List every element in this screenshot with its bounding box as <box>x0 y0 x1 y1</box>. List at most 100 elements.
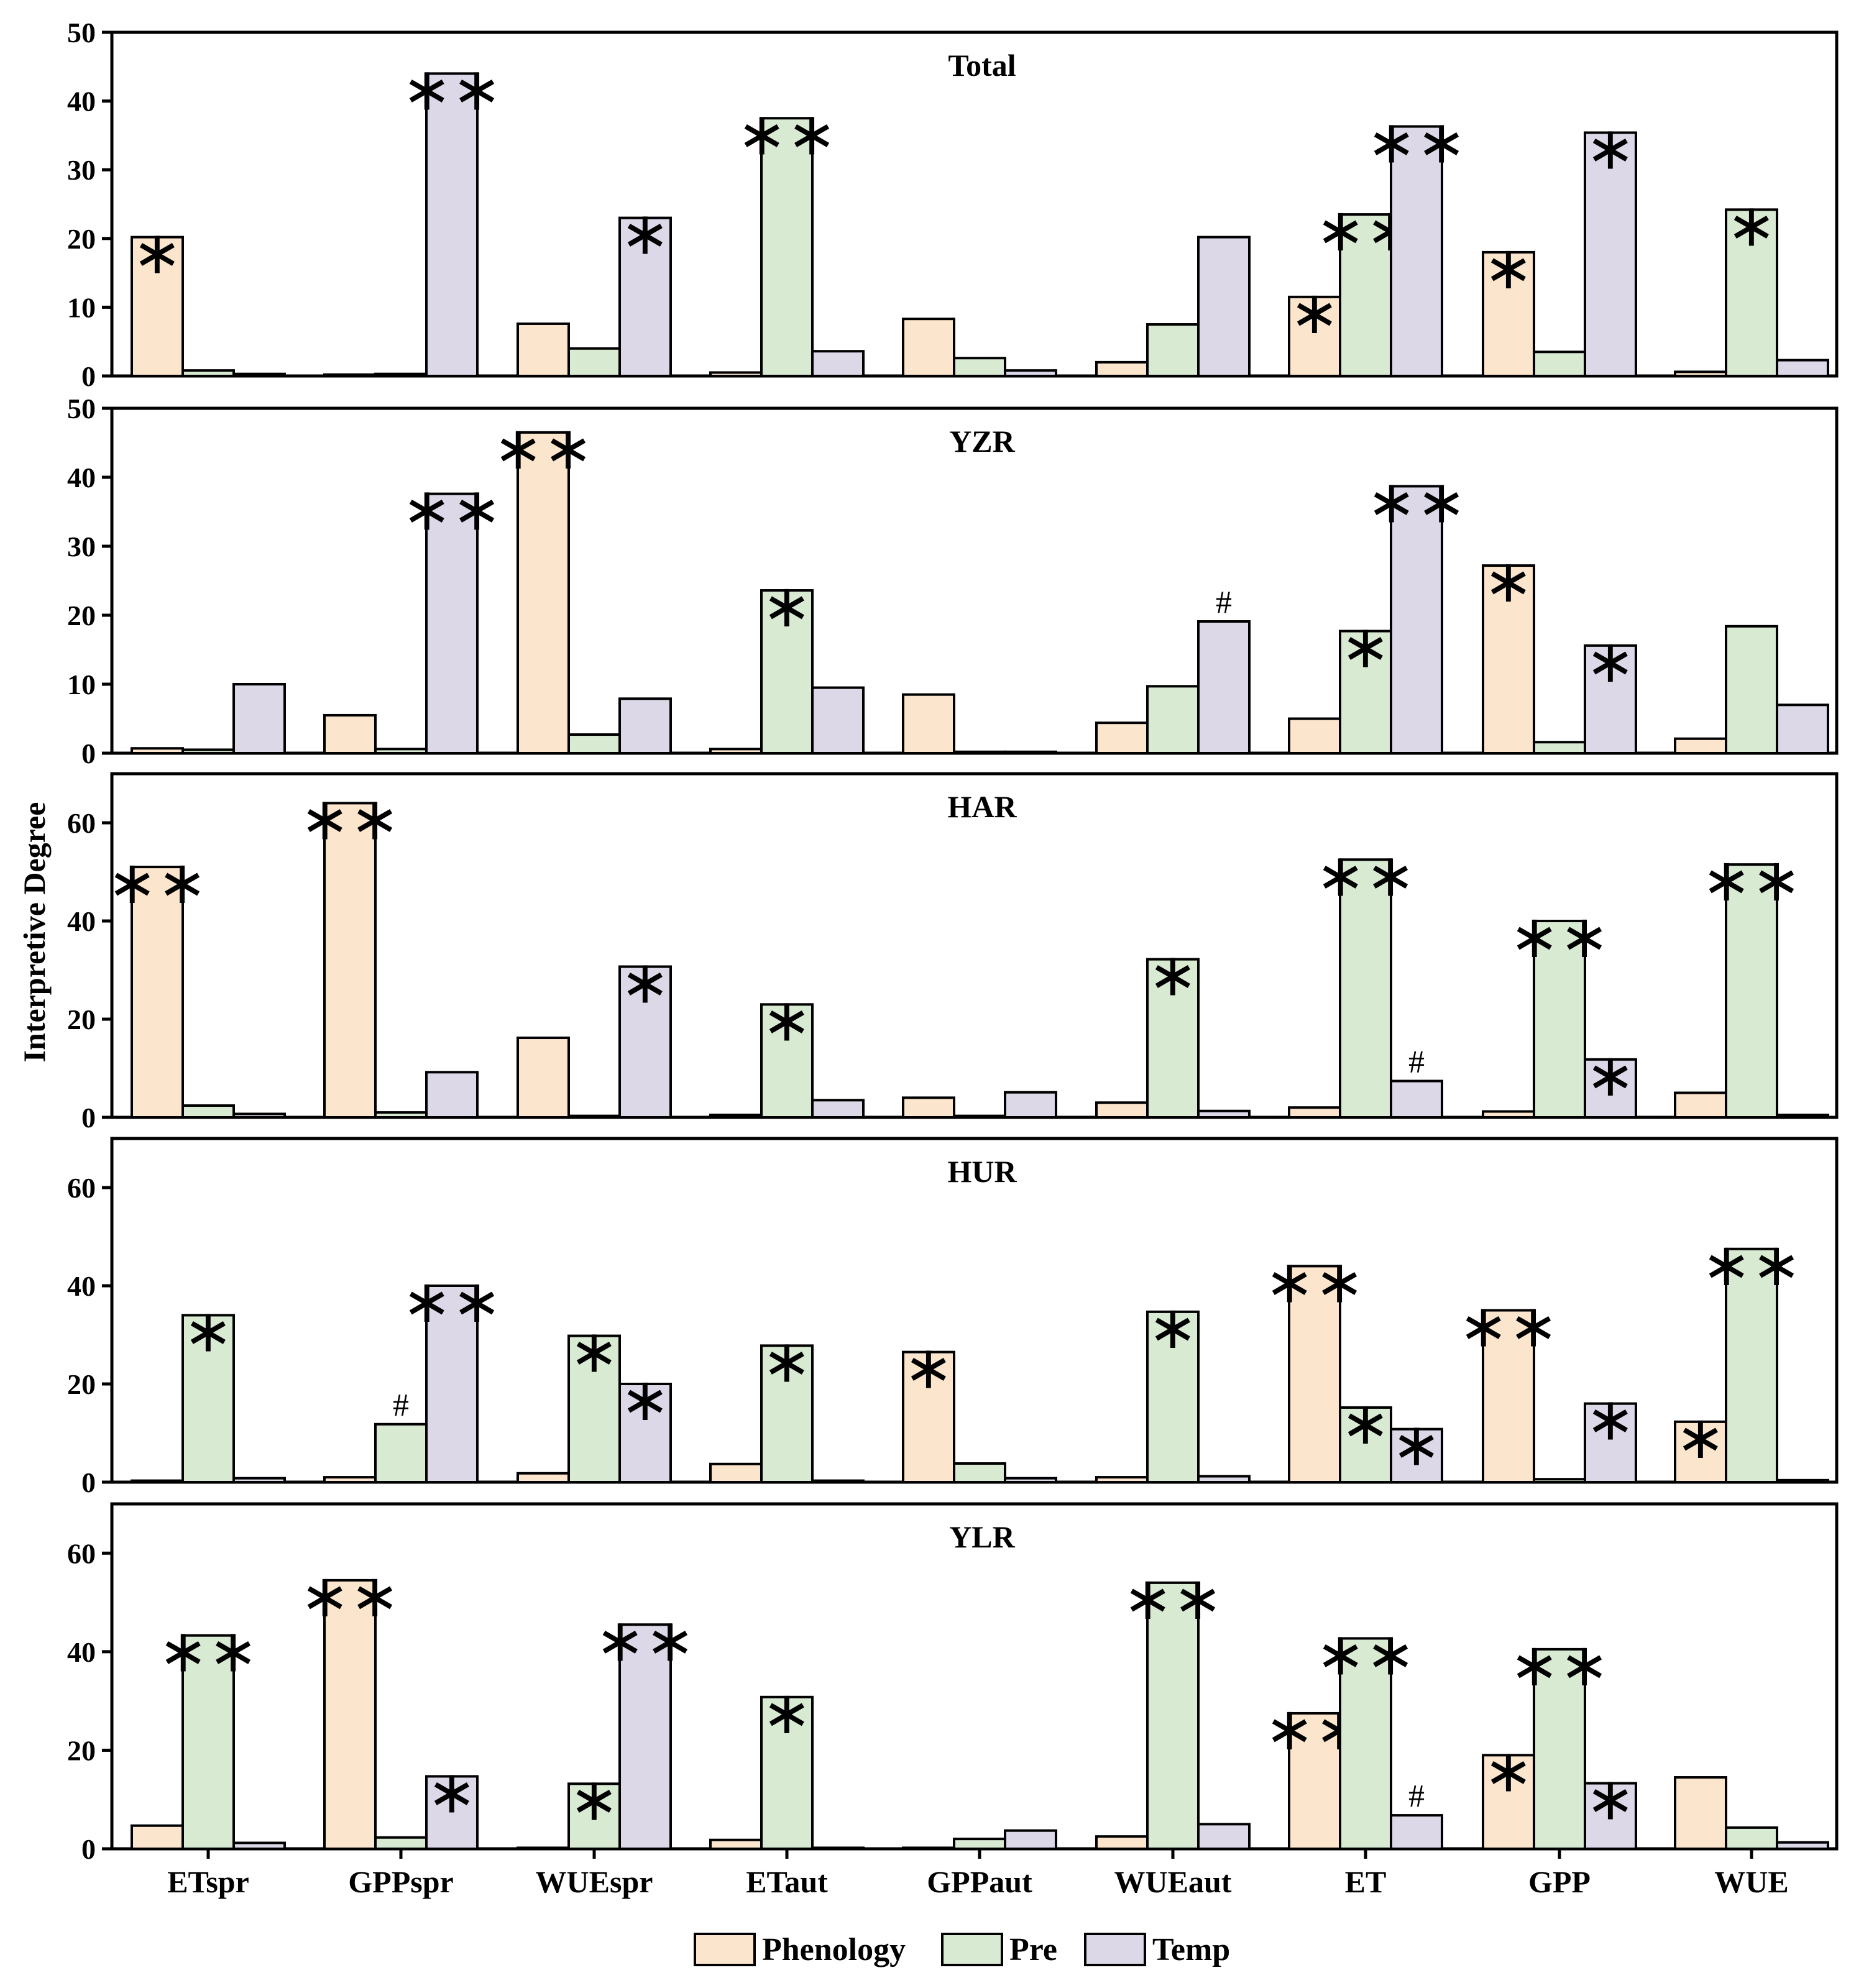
bar-har-gppspr-pre <box>374 1111 428 1119</box>
bar-yzr-wuespr-pre <box>567 733 621 755</box>
y-tick-label: 40 <box>67 905 96 937</box>
bar-yzr-et-pre <box>1339 630 1392 755</box>
bar-yzr-etspr-pre <box>181 748 235 754</box>
bar-ylr-gppaut-temp <box>1004 1829 1057 1851</box>
significance-mark: ∗∗ <box>1123 1564 1223 1633</box>
y-tick-label: 20 <box>67 600 96 631</box>
bar-ylr-gpp-phenology <box>1482 1754 1535 1851</box>
bar-total-et-pre <box>1339 213 1392 377</box>
significance-mark: ∗∗ <box>1510 902 1610 971</box>
bar-ylr-etaut-phenology <box>709 1838 763 1850</box>
bar-har-wueaut-phenology <box>1095 1101 1149 1119</box>
y-tick-label: 20 <box>67 1004 96 1035</box>
bar-yzr-et-temp <box>1390 485 1443 754</box>
bar-hur-wue-pre <box>1725 1247 1778 1483</box>
x-tick-label-et: ET <box>1345 1864 1387 1899</box>
significance-mark: ∗∗ <box>1367 467 1467 536</box>
bar-har-etaut-temp <box>811 1099 865 1119</box>
panel-title: HAR <box>947 789 1017 824</box>
significance-mark: ∗∗ <box>108 848 208 917</box>
bar-ylr-gppspr-temp <box>425 1775 479 1850</box>
significance-mark: ∗ <box>620 947 670 1017</box>
bar-yzr-gpp-pre <box>1533 741 1586 754</box>
x-tick-label-wuespr: WUEspr <box>536 1864 653 1899</box>
bar-ylr-gpp-pre <box>1533 1647 1586 1850</box>
bar-hur-gppaut-temp <box>1004 1477 1057 1483</box>
significance-mark: ∗∗ <box>1265 1247 1365 1316</box>
y-tick-label: 0 <box>81 1833 96 1865</box>
significance-mark: ∗ <box>1290 278 1339 347</box>
y-tick-label: 30 <box>67 154 96 186</box>
bar-hur-etspr-phenology <box>131 1479 184 1483</box>
legend-swatch-pre <box>941 1933 1003 1966</box>
bar-total-gppspr-pre <box>374 372 428 378</box>
bar-total-etspr-phenology <box>131 236 184 378</box>
bar-har-wue-temp <box>1776 1114 1829 1119</box>
significance-mark: ∗∗ <box>1316 1619 1416 1688</box>
significance-mark: ∗ <box>183 1296 233 1365</box>
significance-mark: ∗ <box>1586 1385 1635 1454</box>
bar-ylr-wueaut-pre <box>1146 1581 1200 1851</box>
significance-mark: ∗ <box>1676 1403 1725 1472</box>
bar-total-gppaut-phenology <box>902 318 955 378</box>
bar-total-wue-phenology <box>1674 370 1727 378</box>
bar-har-etspr-temp <box>232 1112 286 1119</box>
significance-mark: ∗∗ <box>1702 1230 1802 1299</box>
bar-yzr-gpp-temp <box>1584 644 1637 754</box>
y-tick-label: 0 <box>81 738 96 769</box>
bar-yzr-gpp-phenology <box>1482 564 1535 755</box>
x-tick-label-gpp: GPP <box>1528 1864 1591 1899</box>
legend: Phenology Pre Temp <box>694 1932 1230 1967</box>
bar-yzr-et-phenology <box>1288 717 1341 754</box>
y-axis-label: Interpretive Degree <box>17 802 52 1063</box>
bar-total-gppspr-temp <box>425 72 479 378</box>
panel-frame <box>110 30 1839 378</box>
y-tick-label: 0 <box>81 360 96 392</box>
bar-hur-gppspr-temp <box>425 1285 479 1483</box>
x-tick-label-wue: WUE <box>1714 1864 1788 1899</box>
bar-yzr-etspr-temp <box>232 683 286 754</box>
bar-har-etaut-pre <box>760 1003 814 1119</box>
bar-ylr-etaut-temp <box>811 1846 865 1851</box>
bar-har-gpp-temp <box>1584 1058 1637 1119</box>
bar-ylr-etspr-phenology <box>131 1824 184 1850</box>
bar-total-etaut-temp <box>811 350 865 378</box>
significance-mark: ∗ <box>1586 1040 1635 1110</box>
bar-total-etaut-phenology <box>709 371 763 377</box>
y-tick-label: 20 <box>67 1368 96 1400</box>
bar-hur-etaut-phenology <box>709 1462 763 1484</box>
bar-hur-gppspr-phenology <box>323 1476 377 1484</box>
bar-ylr-etaut-pre <box>760 1695 814 1851</box>
bar-total-wueaut-temp <box>1197 236 1251 378</box>
bar-hur-wuespr-pre <box>567 1334 621 1484</box>
bar-ylr-wuespr-temp <box>618 1623 672 1850</box>
significance-mark: ∗∗ <box>402 475 502 544</box>
significance-mark: # <box>393 1388 409 1423</box>
bar-total-etspr-pre <box>181 369 235 377</box>
bar-total-etspr-temp <box>232 372 286 378</box>
legend-label-pre: Pre <box>1009 1932 1057 1967</box>
bar-ylr-wueaut-temp <box>1197 1823 1251 1851</box>
x-tick-label-etspr: ETspr <box>167 1864 249 1899</box>
bar-total-wuespr-phenology <box>517 322 570 377</box>
significance-mark: ∗∗ <box>158 1616 259 1686</box>
bar-ylr-gpp-temp <box>1584 1782 1637 1851</box>
bar-har-et-phenology <box>1288 1106 1341 1119</box>
bar-hur-gpp-temp <box>1584 1402 1637 1484</box>
bar-total-wueaut-pre <box>1146 323 1200 377</box>
y-tick-label: 30 <box>67 531 96 562</box>
bar-total-gpp-phenology <box>1482 250 1535 378</box>
significance-mark: ∗ <box>762 985 812 1055</box>
x-tick-label-gppaut: GPPaut <box>927 1864 1032 1899</box>
bar-hur-wuespr-temp <box>618 1383 672 1483</box>
significance-mark: ∗∗ <box>402 1267 502 1336</box>
legend-label-temp: Temp <box>1152 1932 1230 1967</box>
bar-yzr-etaut-pre <box>760 589 814 754</box>
legend-swatch-temp <box>1084 1933 1146 1966</box>
bar-ylr-wuespr-pre <box>567 1782 621 1850</box>
bar-ylr-wuespr-phenology <box>517 1846 570 1851</box>
